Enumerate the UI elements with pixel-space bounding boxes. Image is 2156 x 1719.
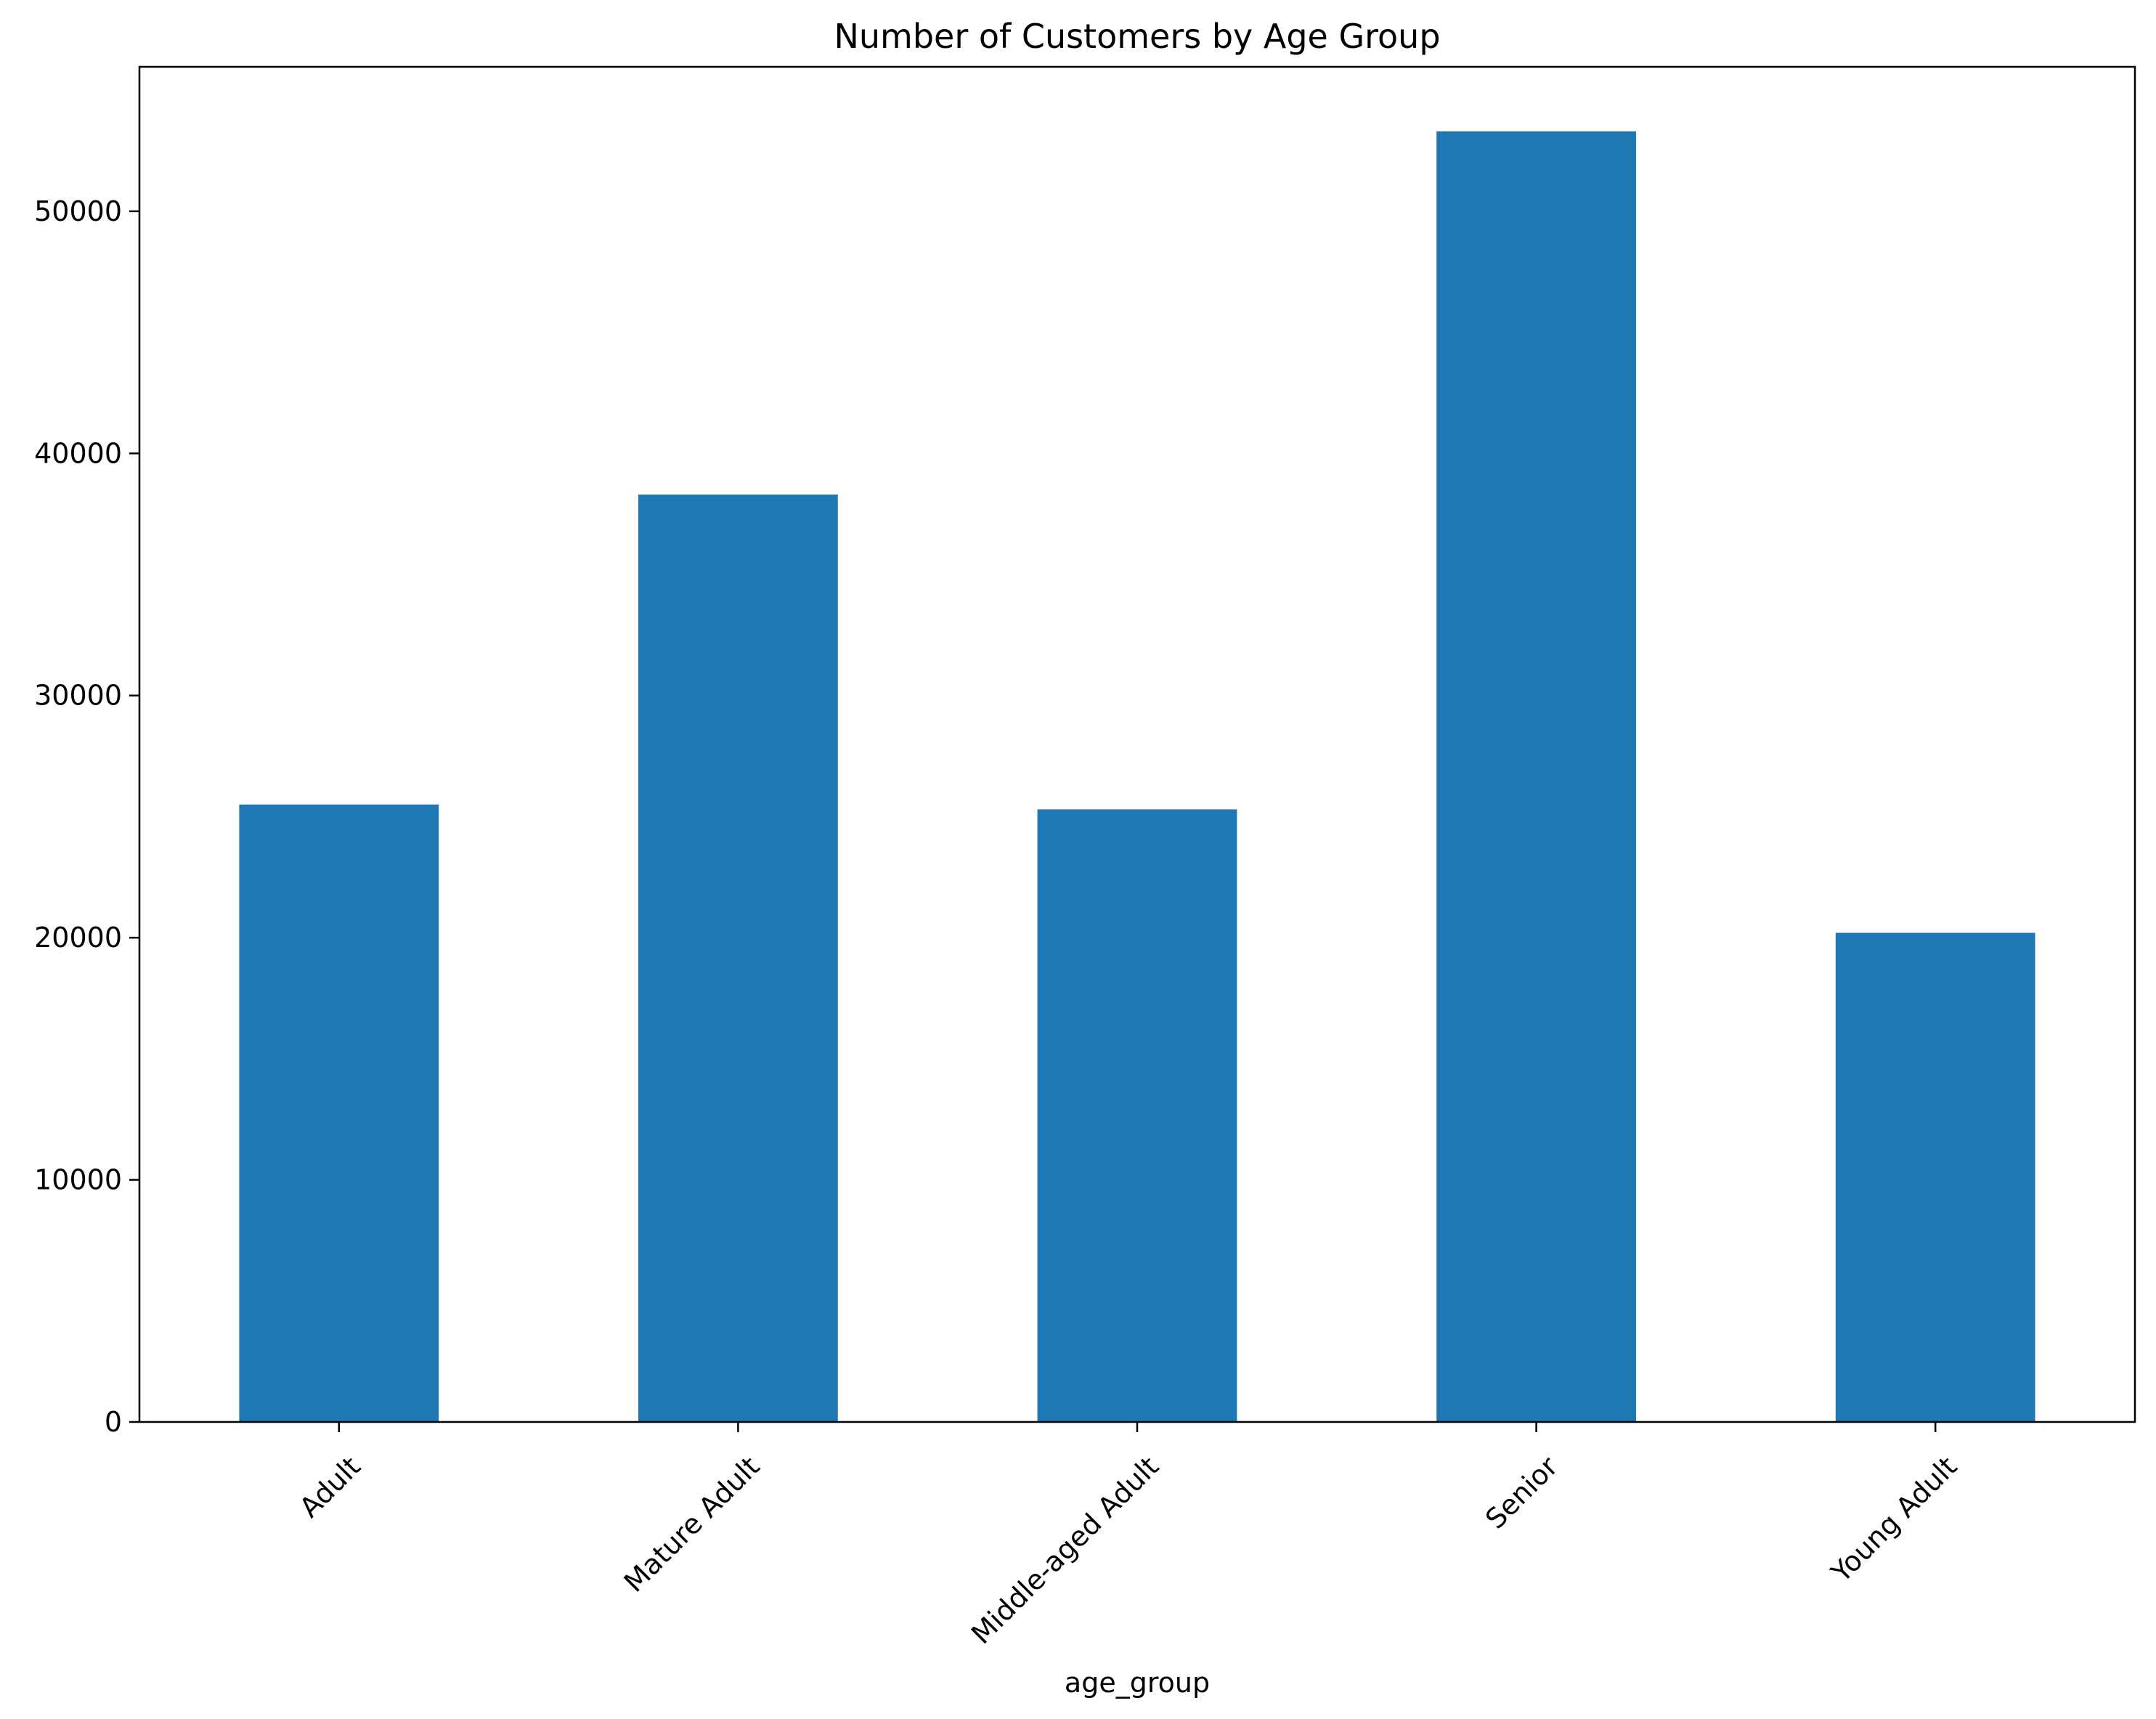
bar-mature-adult (638, 494, 838, 1422)
chart-title: Number of Customers by Age Group (834, 17, 1440, 56)
bar-middle-aged-adult (1037, 809, 1237, 1422)
bars-group (239, 131, 2035, 1422)
bar-young-adult (1835, 932, 2035, 1422)
plot-frame (138, 65, 2136, 1423)
y-tick-label: 30000 (34, 680, 122, 712)
x-axis-label: age_group (1065, 1667, 1210, 1699)
y-tick-label: 40000 (34, 437, 122, 469)
y-tick-label: 10000 (34, 1164, 122, 1196)
y-tick-label: 20000 (34, 922, 122, 954)
bar-senior (1436, 131, 1636, 1422)
y-tick-label: 50000 (34, 195, 122, 227)
bar-adult (239, 804, 439, 1422)
y-axis-ticks: 0 10000 20000 30000 40000 50000 (34, 195, 139, 1438)
y-tick-label: 0 (105, 1406, 122, 1438)
